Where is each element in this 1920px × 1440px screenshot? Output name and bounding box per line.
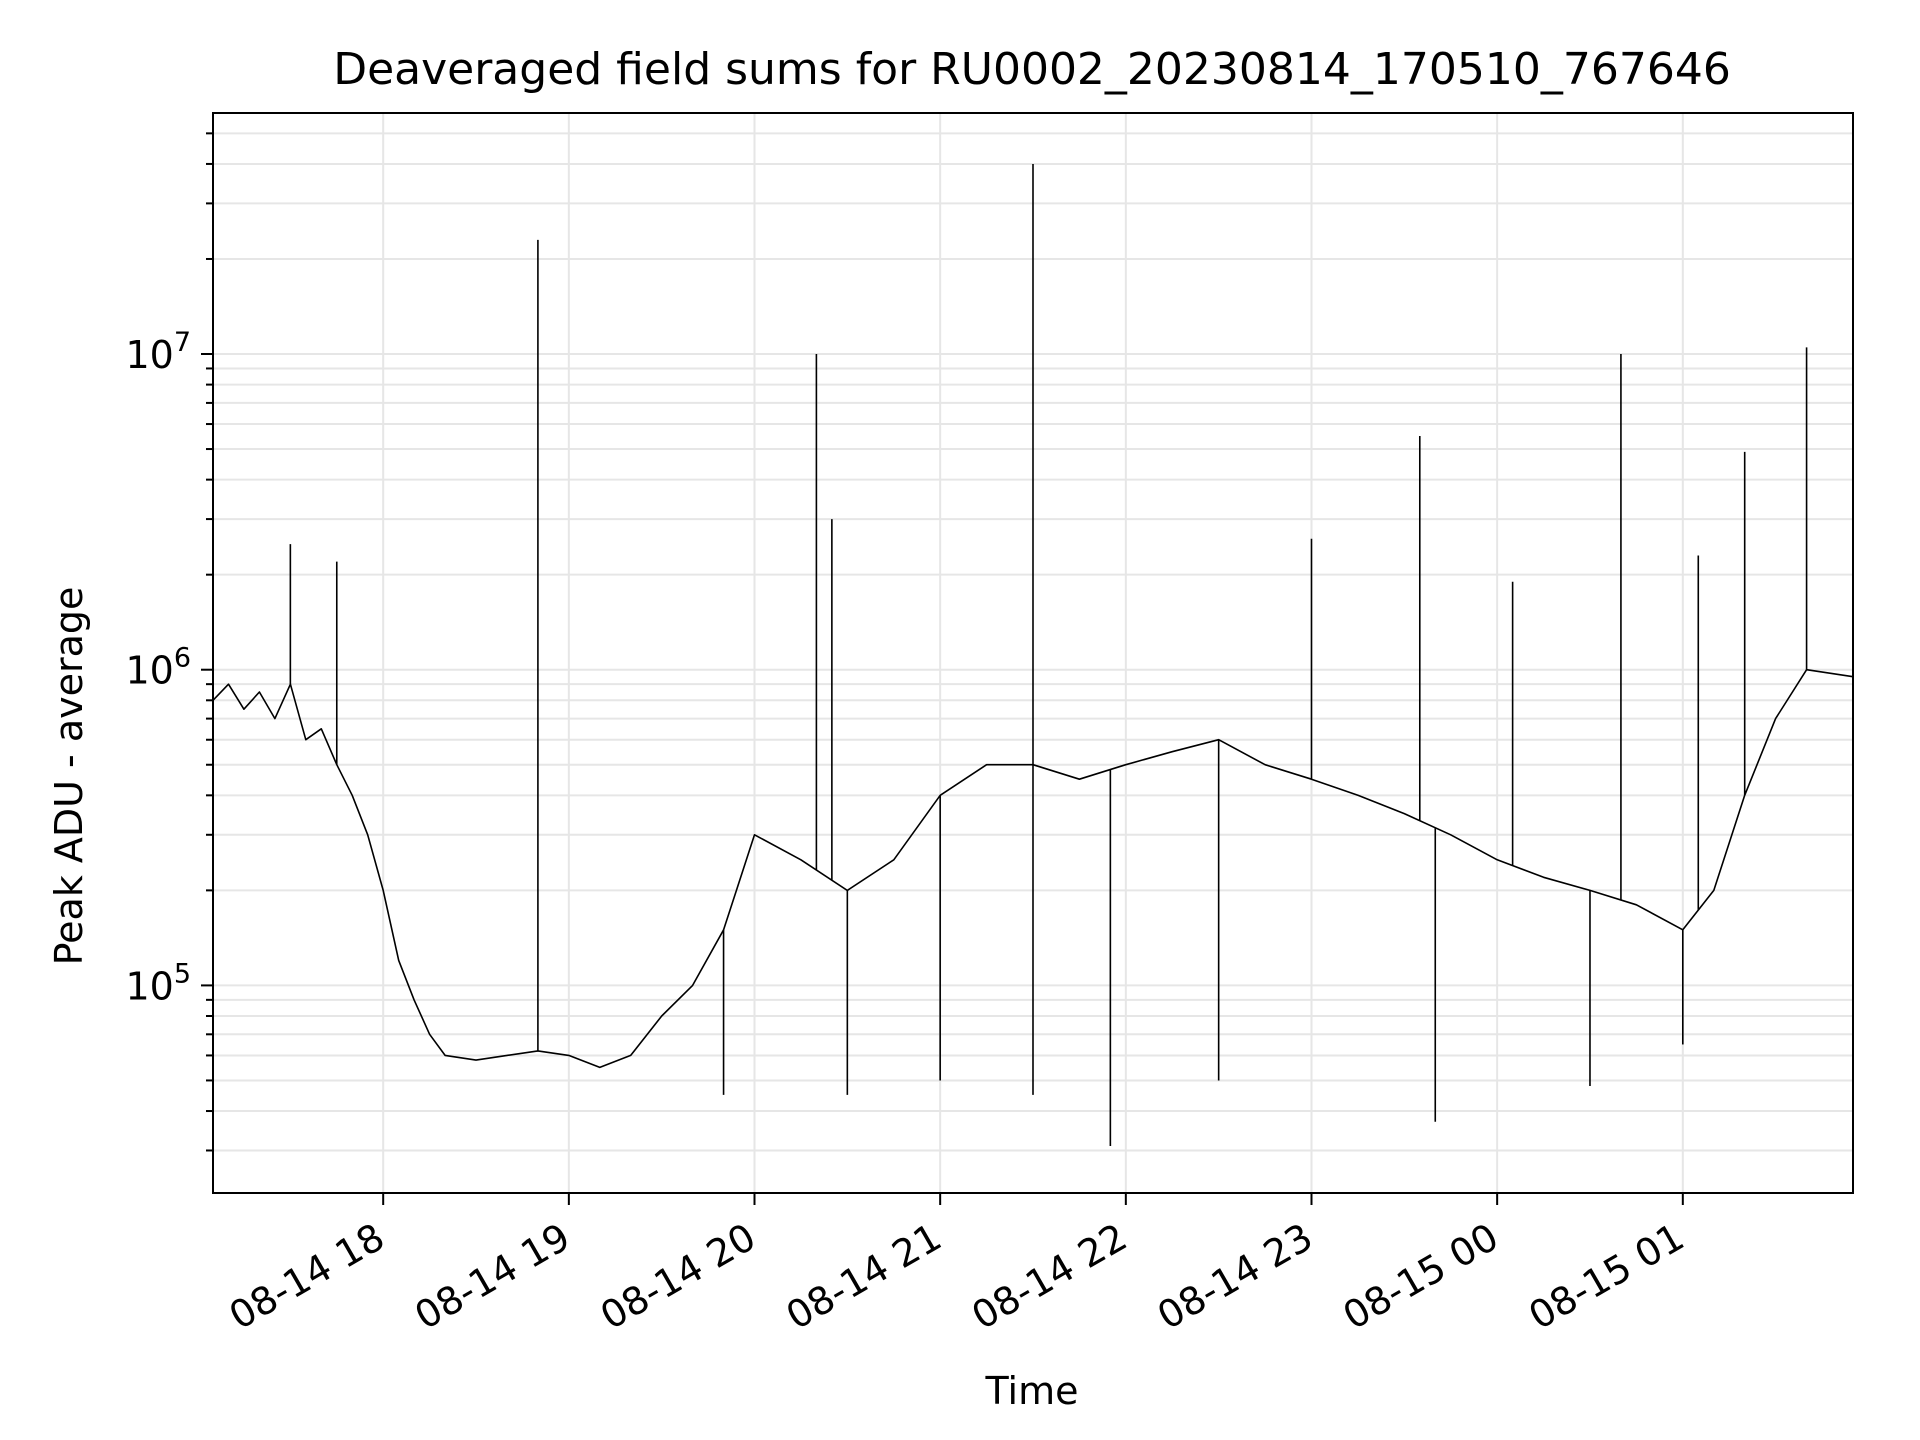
y-axis-label: Peak ADU - average <box>47 587 91 966</box>
y-tick-label: 107 <box>125 327 191 377</box>
y-axis-ticks: 105 106 107 <box>125 132 213 1152</box>
x-axis-label: Time <box>985 1369 1079 1413</box>
y-tick-label: 105 <box>125 958 191 1008</box>
y-tick-label: 106 <box>125 643 191 693</box>
data-series <box>212 163 1854 1146</box>
series-line <box>212 668 1854 1069</box>
plot-frame <box>212 112 1854 1194</box>
chart-title: Deaveraged field sums for RU0002_2023081… <box>333 44 1731 95</box>
